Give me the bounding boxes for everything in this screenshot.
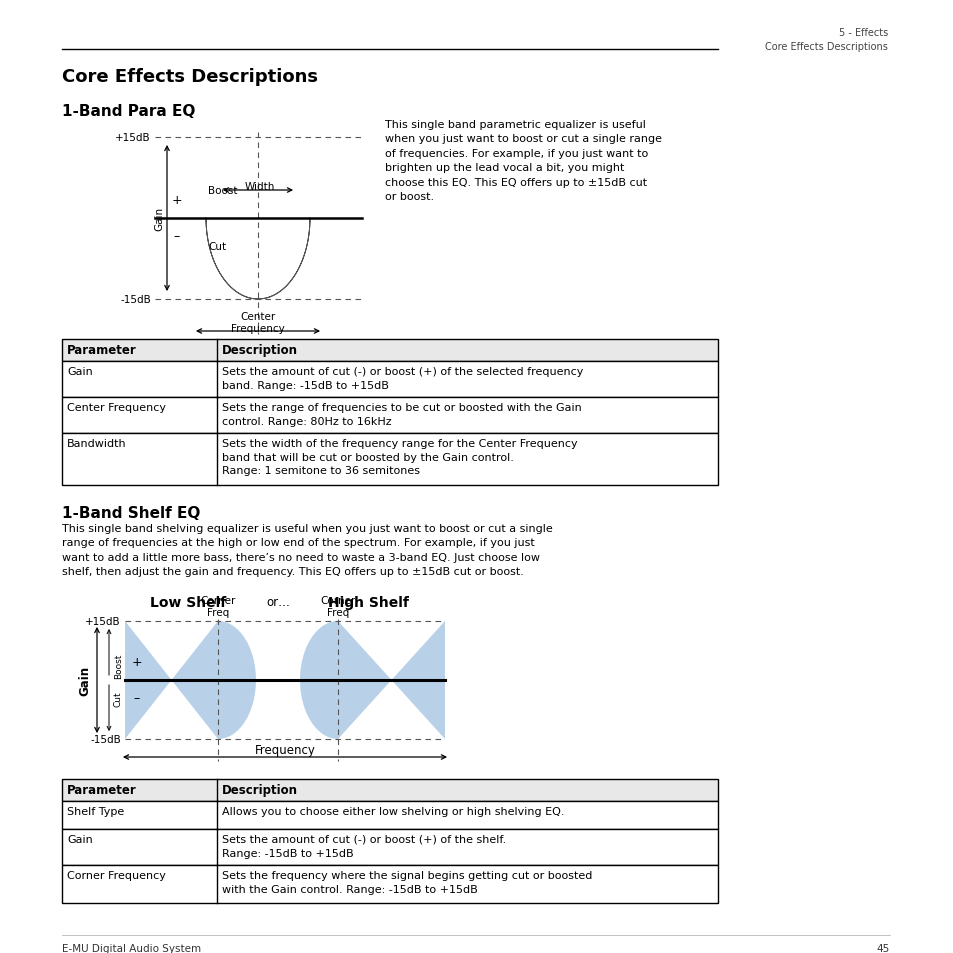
Text: Cut: Cut (113, 691, 123, 706)
Text: Width: Width (245, 182, 274, 192)
Polygon shape (206, 219, 310, 299)
Text: This single band shelving equalizer is useful when you just want to boost or cut: This single band shelving equalizer is u… (62, 523, 552, 577)
Text: 1-Band Para EQ: 1-Band Para EQ (62, 104, 195, 119)
Text: Allows you to choose either low shelving or high shelving EQ.: Allows you to choose either low shelving… (222, 806, 564, 816)
Text: Gain: Gain (67, 367, 92, 376)
Text: Corner Frequency: Corner Frequency (67, 870, 166, 880)
Text: E-MU Digital Audio System: E-MU Digital Audio System (62, 943, 201, 953)
Bar (62, 801, 718, 829)
Text: Description: Description (222, 783, 297, 796)
Bar (62, 397, 718, 434)
Text: Corner
Freq: Corner Freq (320, 595, 355, 618)
Text: Boost: Boost (113, 653, 123, 678)
Text: 45: 45 (876, 943, 889, 953)
Bar (62, 434, 718, 485)
Text: This single band parametric equalizer is useful
when you just want to boost or c: This single band parametric equalizer is… (385, 120, 661, 202)
Bar (62, 361, 718, 397)
Text: Parameter: Parameter (67, 783, 136, 796)
Text: +15dB: +15dB (115, 132, 151, 143)
Text: or…: or… (266, 596, 290, 608)
Text: Frequency: Frequency (254, 743, 315, 757)
Text: +: + (132, 656, 142, 669)
Text: Sets the amount of cut (-) or boost (+) of the selected frequency
band. Range: -: Sets the amount of cut (-) or boost (+) … (222, 367, 583, 390)
Text: Frequency: Frequency (231, 324, 285, 334)
Text: Corner
Freq: Corner Freq (200, 595, 235, 618)
Bar (62, 865, 718, 903)
Text: Center: Center (240, 312, 275, 322)
Bar (62, 829, 718, 865)
Text: Sets the amount of cut (-) or boost (+) of the shelf.
Range: -15dB to +15dB: Sets the amount of cut (-) or boost (+) … (222, 834, 506, 858)
Text: Description: Description (222, 344, 297, 356)
Text: 1-Band Shelf EQ: 1-Band Shelf EQ (62, 505, 200, 520)
Text: Bandwidth: Bandwidth (67, 438, 127, 449)
Bar (62, 780, 718, 801)
Text: –: – (133, 692, 140, 705)
Text: Sets the frequency where the signal begins getting cut or boosted
with the Gain : Sets the frequency where the signal begi… (222, 870, 592, 894)
Text: Low Shelf: Low Shelf (150, 596, 226, 609)
Text: Shelf Type: Shelf Type (67, 806, 124, 816)
Text: Center Frequency: Center Frequency (67, 402, 166, 413)
Text: –: – (173, 231, 180, 243)
Polygon shape (299, 621, 444, 740)
Text: Sets the range of frequencies to be cut or boosted with the Gain
control. Range:: Sets the range of frequencies to be cut … (222, 402, 581, 426)
Bar (62, 339, 718, 361)
Text: -15dB: -15dB (91, 734, 121, 744)
Text: Boost: Boost (208, 186, 237, 195)
Text: Parameter: Parameter (67, 344, 136, 356)
Text: Gain: Gain (67, 834, 92, 844)
Text: +: + (172, 194, 182, 208)
Text: +15dB: +15dB (85, 617, 121, 626)
Text: -15dB: -15dB (120, 294, 151, 305)
Text: Gain: Gain (78, 665, 91, 696)
Text: Core Effects Descriptions: Core Effects Descriptions (62, 68, 317, 86)
Text: 5 - Effects
Core Effects Descriptions: 5 - Effects Core Effects Descriptions (764, 28, 887, 52)
Text: Gain: Gain (153, 207, 164, 231)
Polygon shape (125, 621, 255, 740)
Text: High Shelf: High Shelf (327, 596, 408, 609)
Text: Cut: Cut (208, 242, 226, 252)
Text: Sets the width of the frequency range for the Center Frequency
band that will be: Sets the width of the frequency range fo… (222, 438, 577, 476)
